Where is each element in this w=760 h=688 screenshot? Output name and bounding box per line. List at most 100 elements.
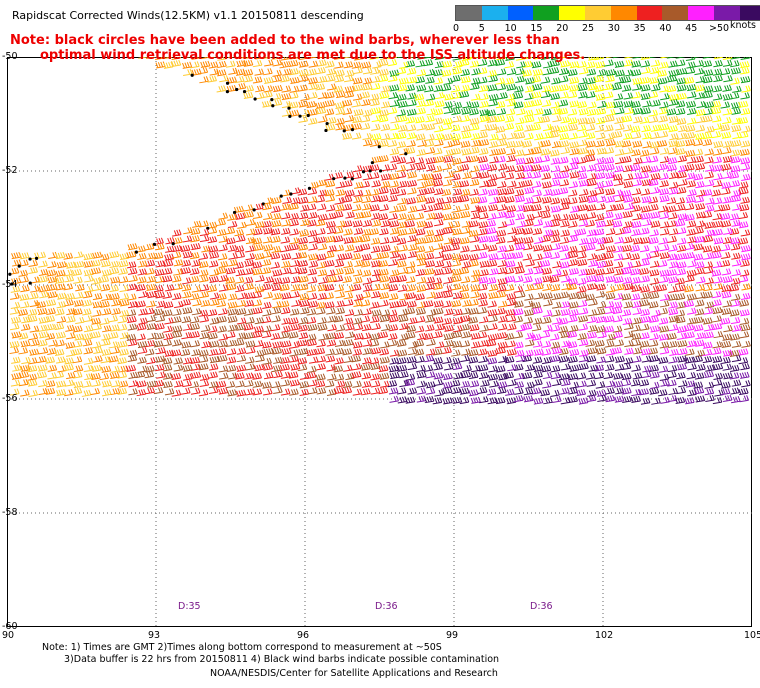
wind-barb xyxy=(341,132,353,140)
wind-barb xyxy=(199,373,210,381)
wind-barb xyxy=(469,165,480,173)
wind-barb xyxy=(632,355,642,363)
wind-barb xyxy=(236,299,247,308)
wind-barb xyxy=(399,322,409,331)
wind-barb xyxy=(721,163,732,171)
wind-barb xyxy=(398,244,408,252)
wind-barb xyxy=(127,323,138,331)
wind-barb xyxy=(614,395,625,403)
wind-barb xyxy=(587,237,598,245)
wind-barb xyxy=(442,213,453,221)
wind-barb xyxy=(443,276,453,285)
wind-barb xyxy=(100,284,111,292)
wind-barb xyxy=(542,309,553,317)
wind-barb xyxy=(552,269,562,277)
wind-barb xyxy=(613,93,624,101)
quality-flag-dot xyxy=(306,113,310,118)
wind-barb xyxy=(649,269,660,277)
wind-barb xyxy=(137,340,148,349)
wind-barb xyxy=(631,131,642,140)
wind-barb xyxy=(650,66,660,75)
wind-barb xyxy=(578,213,589,221)
quality-flag-dot xyxy=(28,281,32,285)
wind-barb xyxy=(387,380,398,388)
wind-barb xyxy=(496,195,507,204)
wind-barb xyxy=(387,339,398,347)
wind-barb xyxy=(246,346,256,355)
wind-barb xyxy=(55,380,67,388)
quality-flag-dot xyxy=(34,256,39,260)
wind-barb xyxy=(478,355,488,363)
wind-barb xyxy=(531,61,542,69)
wind-barb xyxy=(630,293,641,301)
wind-barb xyxy=(216,380,227,388)
wind-barb xyxy=(514,349,525,357)
wind-barb xyxy=(236,234,246,243)
wind-barb xyxy=(138,308,148,316)
wind-barb xyxy=(127,267,138,275)
wind-barb xyxy=(722,84,732,92)
wind-barb xyxy=(90,387,100,396)
wind-barb xyxy=(595,290,606,299)
wind-barb xyxy=(414,93,425,101)
wind-barb xyxy=(306,371,317,380)
wind-barb xyxy=(352,348,363,356)
wind-barb xyxy=(433,378,444,387)
wind-barb xyxy=(642,219,652,227)
wind-barb xyxy=(271,92,282,101)
wind-barb xyxy=(11,277,22,285)
wind-barb xyxy=(721,187,731,195)
wind-barb xyxy=(451,259,462,267)
wind-barb xyxy=(739,157,751,165)
wind-barb xyxy=(668,181,679,189)
wind-barb xyxy=(128,380,138,388)
wind-barb xyxy=(568,267,580,276)
wind-barb xyxy=(84,372,94,381)
wind-barb xyxy=(270,228,281,236)
wind-barb xyxy=(667,276,679,284)
wind-barb xyxy=(316,387,327,395)
wind-barb xyxy=(441,84,452,92)
wind-barb xyxy=(568,181,579,189)
wind-barb xyxy=(111,307,121,316)
wind-barb xyxy=(199,234,210,243)
wind-barb xyxy=(471,139,481,147)
wind-barb xyxy=(56,261,67,269)
wind-barb xyxy=(317,75,328,84)
wind-barb xyxy=(244,267,254,275)
wind-barb xyxy=(344,189,355,197)
wind-barb xyxy=(324,251,335,259)
wind-barb xyxy=(425,282,435,291)
wind-barb xyxy=(135,284,146,292)
wind-barb xyxy=(162,364,173,372)
wind-barb xyxy=(569,348,580,357)
wind-barb xyxy=(738,100,749,108)
wind-barb xyxy=(408,317,418,325)
wind-barb xyxy=(200,324,211,332)
legend-unit: knots xyxy=(730,20,757,31)
wind-barb xyxy=(182,291,192,299)
wind-barb xyxy=(462,171,472,180)
wind-barb xyxy=(704,277,714,285)
wind-barb xyxy=(522,164,533,172)
wind-barb xyxy=(704,301,715,309)
wind-barb xyxy=(388,324,399,332)
wind-barb xyxy=(362,77,373,85)
wind-barb xyxy=(550,389,560,397)
wind-barb xyxy=(660,57,670,59)
wind-barb xyxy=(621,293,632,301)
wind-barb xyxy=(668,308,679,316)
wind-barb xyxy=(648,109,659,117)
wind-barb xyxy=(433,363,443,371)
wind-barb xyxy=(651,309,661,317)
wind-barb xyxy=(245,388,256,396)
wind-barb xyxy=(731,340,742,348)
wind-barb xyxy=(569,309,579,317)
wind-barb xyxy=(83,347,94,355)
wind-barb xyxy=(614,165,624,173)
wind-barb xyxy=(722,196,732,204)
wind-barb xyxy=(316,67,326,75)
wind-barb xyxy=(397,396,408,404)
wind-barb xyxy=(434,197,445,205)
wind-barb xyxy=(540,155,551,163)
